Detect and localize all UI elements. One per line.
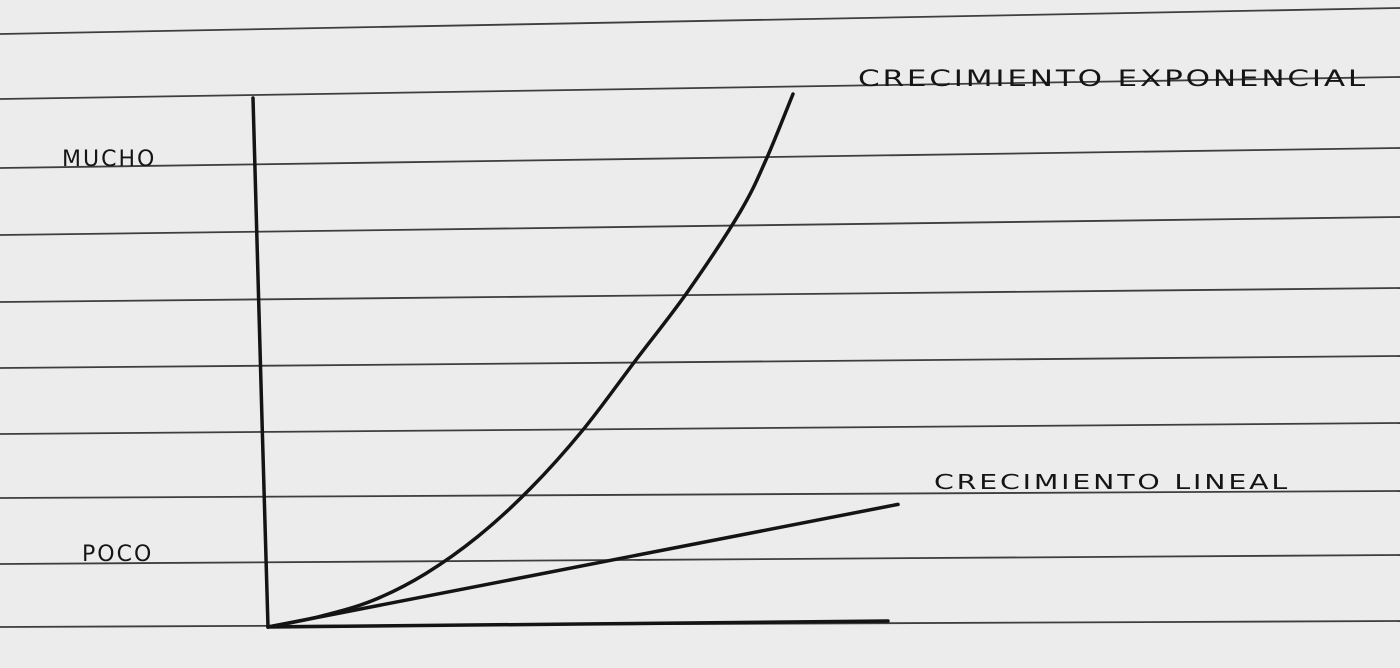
rule-line bbox=[0, 76, 1400, 100]
series-label-exponential: CRECIMIENTO EXPONENCIAL bbox=[858, 67, 1368, 92]
rule-line bbox=[0, 554, 1400, 565]
rule-line bbox=[0, 355, 1400, 369]
rule-line bbox=[0, 216, 1400, 236]
x-axis bbox=[266, 619, 890, 629]
y-tick-label-high: MUCHO bbox=[62, 147, 156, 172]
series-label-linear: CRECIMIENTO LINEAL bbox=[934, 470, 1290, 494]
y-tick-label-low: POCO bbox=[82, 542, 153, 567]
series-line-linear bbox=[266, 502, 900, 629]
rule-line bbox=[0, 7, 1400, 35]
rule-line bbox=[0, 490, 1400, 499]
series-line-exponential bbox=[266, 92, 795, 629]
rule-line bbox=[0, 422, 1400, 435]
rule-line bbox=[0, 287, 1400, 303]
rule-line bbox=[0, 147, 1400, 169]
axes bbox=[251, 96, 890, 629]
series-layer bbox=[266, 92, 900, 629]
y-axis bbox=[251, 96, 270, 629]
notebook-rule-lines bbox=[0, 7, 1400, 628]
